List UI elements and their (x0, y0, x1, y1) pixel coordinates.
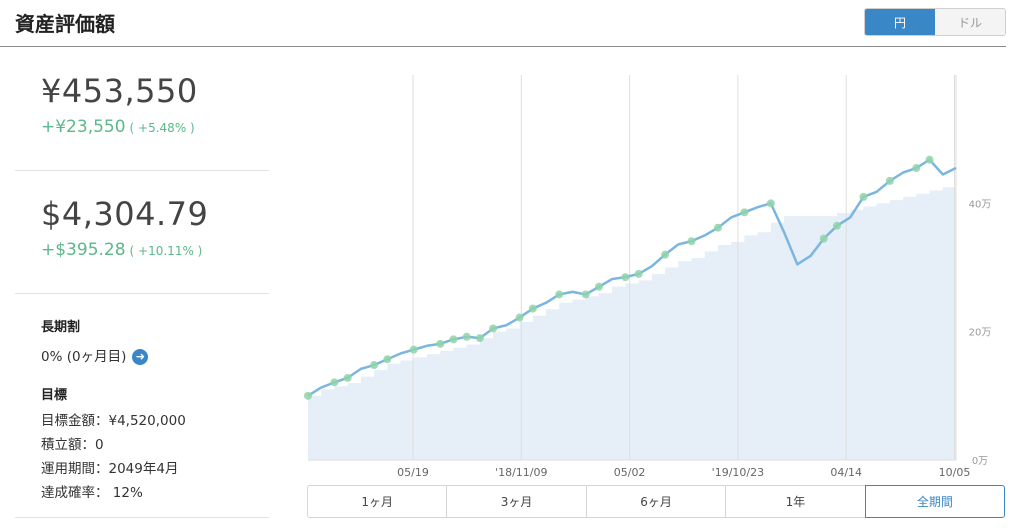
deposit-marker (370, 361, 379, 370)
deposit-marker (687, 237, 696, 246)
goal-amount: 目標金額：¥4,520,000 (41, 413, 186, 429)
range-1-month-button[interactable]: 1ヶ月 (307, 485, 448, 518)
jpy-total-value: ¥453,550 (41, 72, 198, 110)
x-tick-label: '18/11/09 (495, 466, 547, 479)
x-tick-label: 05/19 (397, 466, 429, 479)
arrow-right-icon[interactable]: ➜ (132, 349, 149, 365)
asset-chart: 05/19 '18/11/09 05/02 '19/10/23 04/14 10/05 0万… (296, 70, 1008, 490)
usd-gain: +$395.28( +10.11% ) (41, 240, 202, 260)
goal-probability: 達成確率： 12% (41, 485, 143, 501)
deposit-marker (343, 373, 352, 382)
deposit-marker (436, 339, 445, 348)
deposit-marker (740, 208, 749, 217)
usd-gain-amount: +$395.28 (41, 240, 126, 260)
deposit-marker (462, 332, 471, 341)
usd-gain-percent: ( +10.11% ) (129, 244, 203, 258)
deposit-marker (475, 334, 484, 343)
y-tick-label: 40万 (969, 199, 992, 210)
deposit-marker (859, 192, 868, 201)
currency-toggle: 円 ドル (864, 8, 1006, 36)
divider (15, 293, 269, 294)
deposit-marker (819, 234, 828, 243)
long-term-title: 長期割 (41, 320, 81, 335)
deposit-marker (555, 290, 564, 299)
deposit-marker (925, 155, 934, 164)
divider (15, 517, 269, 518)
deposit-marker (912, 164, 921, 173)
x-tick-label: 10/05 (939, 466, 971, 479)
goal-period: 運用期間：2049年4月 (41, 461, 179, 477)
range-selector: 1ヶ月 3ヶ月 6ヶ月 1年 全期間 (307, 485, 1006, 518)
principal-area (308, 184, 956, 460)
deposit-marker (885, 176, 894, 185)
x-tick-label: '19/10/23 (712, 466, 764, 479)
deposit-marker (581, 290, 590, 299)
deposit-marker (766, 199, 775, 208)
long-term-row: 0% (0ヶ月目) ➜ (41, 345, 149, 365)
jpy-gain-percent: ( +5.48% ) (129, 121, 195, 135)
goal-contribution: 積立額：0 (41, 437, 104, 453)
range-all-button[interactable]: 全期間 (864, 485, 1006, 518)
y-tick-label: 20万 (969, 328, 992, 339)
goal-title: 目標 (41, 388, 68, 403)
divider (15, 170, 269, 171)
deposit-marker (661, 250, 670, 259)
deposit-marker (634, 269, 643, 278)
x-tick-label: 05/02 (614, 466, 646, 479)
y-tick-label: 0万 (972, 456, 988, 467)
deposit-marker (832, 221, 841, 230)
deposit-marker (621, 273, 630, 282)
page-title: 資産評価額 (15, 12, 115, 36)
range-6-month-button[interactable]: 6ヶ月 (585, 485, 727, 518)
deposit-marker (383, 355, 392, 364)
deposit-marker (330, 378, 339, 387)
deposit-marker (515, 313, 524, 322)
deposit-marker (528, 304, 537, 313)
jpy-gain: +¥23,550( +5.48% ) (41, 117, 195, 137)
range-1-year-button[interactable]: 1年 (725, 485, 866, 518)
long-term-value: 0% (0ヶ月目) (41, 349, 127, 365)
jpy-gain-amount: +¥23,550 (41, 117, 126, 137)
header: 資産評価額 円 ドル (0, 0, 1006, 47)
range-3-month-button[interactable]: 3ヶ月 (446, 485, 587, 518)
x-tick-label: 04/14 (830, 466, 862, 479)
deposit-marker (304, 391, 312, 400)
deposit-marker (409, 345, 418, 354)
currency-yen-button[interactable]: 円 (865, 9, 935, 35)
asset-chart-svg: 05/19 '18/11/09 05/02 '19/10/23 04/14 10/050万… (304, 75, 992, 479)
deposit-marker (449, 335, 458, 344)
currency-dollar-button[interactable]: ドル (935, 9, 1005, 35)
deposit-marker (594, 282, 603, 291)
deposit-marker (713, 223, 722, 232)
deposit-marker (489, 324, 498, 333)
usd-total-value: $4,304.79 (41, 195, 209, 233)
